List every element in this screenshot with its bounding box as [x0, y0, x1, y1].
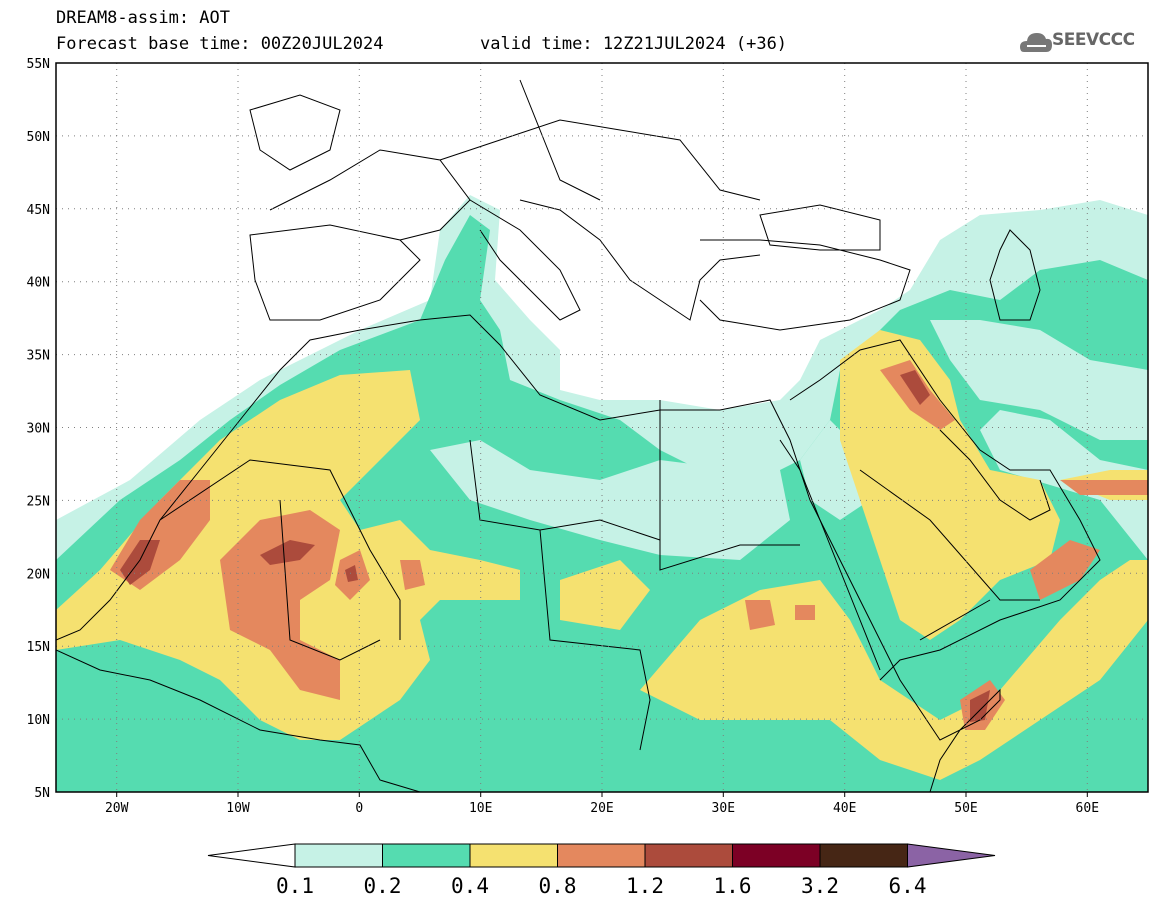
coastline-black-sea: [759, 204, 881, 251]
colorbar-label: 3.2: [801, 874, 839, 898]
lon-tick-label: 20W: [105, 801, 129, 816]
aot-contour-0.8-f: [1030, 540, 1100, 600]
colorbar-label: 0.1: [276, 874, 314, 898]
coastline-arabia: [789, 339, 1101, 681]
lon-tick-label: 60E: [1076, 801, 1099, 816]
logo-text: SEEVCCC: [1052, 30, 1135, 50]
coastline-turkey: [699, 239, 911, 331]
lat-tick-label: 45N: [27, 203, 50, 218]
lon-tick-label: 10E: [469, 801, 492, 816]
aot-clear-region-1: [430, 440, 790, 560]
colorbar-swatch: [819, 843, 908, 868]
coastline-africa: [56, 314, 1001, 792]
aot-contour-0.8-i: [795, 605, 815, 620]
colorbar-label: 1.6: [714, 874, 752, 898]
lat-tick-label: 35N: [27, 349, 50, 364]
border-arabia-1: [859, 469, 1040, 601]
coastlines: [56, 79, 1101, 792]
colorbar-under-arrow: [207, 843, 296, 868]
colorbar-label: 0.2: [364, 874, 402, 898]
valid-time: valid time: 12Z21JUL2024 (+36): [480, 34, 788, 54]
coastline-balkans: [519, 199, 761, 321]
lat-tick-label: 20N: [27, 567, 50, 582]
lon-tick-label: 0: [355, 801, 363, 816]
forecast-base-time: Forecast base time: 00Z20JUL2024: [56, 34, 384, 54]
aot-contour-0.8-h: [745, 600, 775, 630]
aot-clear-region-2: [930, 320, 1148, 440]
aot-field: [56, 195, 1148, 792]
lat-tick-label: 30N: [27, 422, 50, 437]
colorbar-labels: 0.1 0.2 0.4 0.8 1.2 1.6 3.2 6.4: [276, 874, 926, 898]
border-sahara-2: [279, 499, 381, 661]
aot-contour-1.2-e: [900, 370, 930, 405]
aot-contour-1.2-c: [345, 565, 358, 582]
border-europe-1: [439, 119, 761, 201]
colorbar-swatch: [469, 843, 558, 868]
lat-tick-label: 10N: [27, 713, 50, 728]
aot-contour-1.2-d: [970, 690, 990, 722]
coastline-red-sea: [779, 439, 881, 671]
colorbar-swatch: [557, 843, 646, 868]
aot-contour-0.8-j: [1060, 480, 1148, 495]
colorbar-label: 0.8: [539, 874, 577, 898]
lon-tick-label: 30E: [712, 801, 735, 816]
border-chad-sudan: [539, 529, 651, 751]
coastline-persian-gulf: [939, 429, 1051, 521]
colorbar-swatch: [294, 843, 383, 868]
lon-tick-label: 40E: [833, 801, 856, 816]
colorbar-label: 1.2: [626, 874, 664, 898]
map-title: DREAM8-assim: AOT: [56, 8, 230, 28]
colorbar-label: 0.4: [451, 874, 489, 898]
grid: [56, 63, 1148, 792]
border-europe-2: [519, 79, 601, 201]
coastline-caspian: [989, 229, 1041, 321]
colorbar-swatch: [644, 843, 733, 868]
coastline-britain: [249, 94, 341, 171]
lon-tick-label: 10W: [226, 801, 250, 816]
lat-tick-label: 25N: [27, 494, 50, 509]
coastline-iberia: [249, 224, 421, 321]
cloud-icon: [1020, 33, 1052, 52]
aot-contour-0.4-b: [560, 560, 650, 630]
lon-tick-label: 50E: [954, 801, 977, 816]
aot-contour-0.8-d: [400, 560, 425, 590]
aot-contour-0.8-b: [220, 510, 340, 700]
lat-tick-label: 5N: [34, 786, 50, 801]
lat-tick-label: 40N: [27, 276, 50, 291]
border-sahara-1: [159, 459, 401, 640]
coastline-west-africa: [56, 649, 421, 792]
coastline-italy: [469, 199, 581, 321]
colorbar-swatch: [732, 843, 821, 868]
colorbar-swatch: [382, 843, 471, 868]
aot-contour-0.4-d: [840, 330, 1060, 640]
border-arabia-2: [919, 599, 991, 641]
lon-tick-label: 20E: [590, 801, 613, 816]
border-egypt: [659, 400, 800, 571]
lat-tick-label: 50N: [27, 130, 50, 145]
aot-contour-1.2-b: [260, 540, 315, 565]
colorbar-label: 6.4: [889, 874, 927, 898]
lat-tick-label: 15N: [27, 640, 50, 655]
lat-tick-label: 55N: [27, 57, 50, 72]
colorbar-over-arrow: [907, 843, 996, 868]
tick-marks: [116, 792, 1088, 797]
colorbar-swatches: [207, 843, 996, 868]
